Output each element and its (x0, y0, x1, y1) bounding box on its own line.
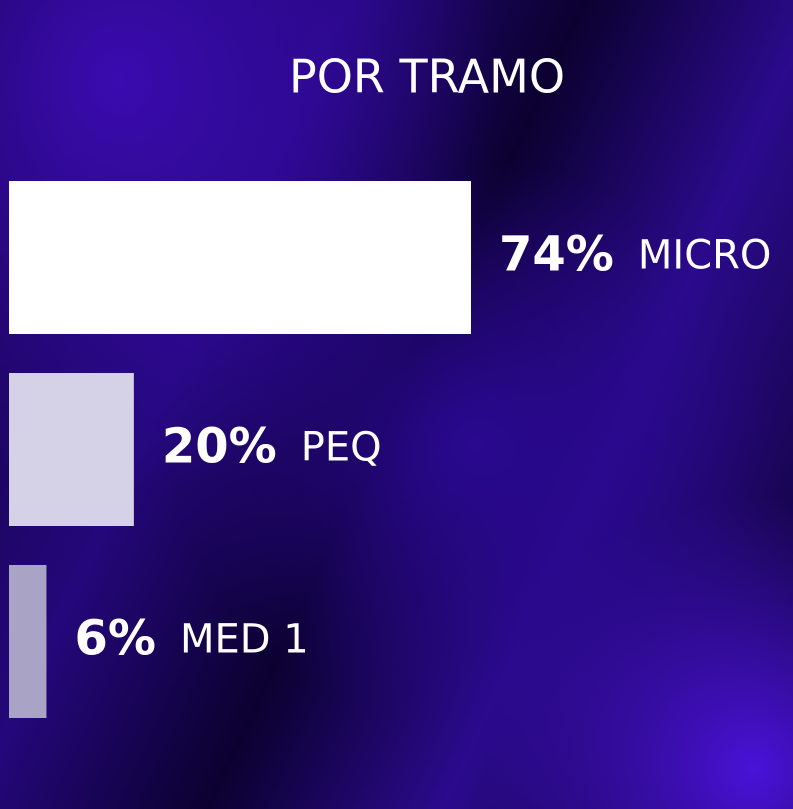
bar (9, 373, 134, 526)
chart-title: POR TRAMO (289, 50, 565, 104)
category-label: MICRO (638, 233, 772, 279)
value-label: 6% (74, 611, 156, 667)
bar (9, 565, 47, 718)
value-label: 74% (499, 227, 614, 283)
bar (9, 181, 471, 334)
value-label: 20% (162, 419, 277, 475)
category-label: MED 1 (180, 617, 309, 663)
category-label: PEQ (301, 425, 382, 471)
